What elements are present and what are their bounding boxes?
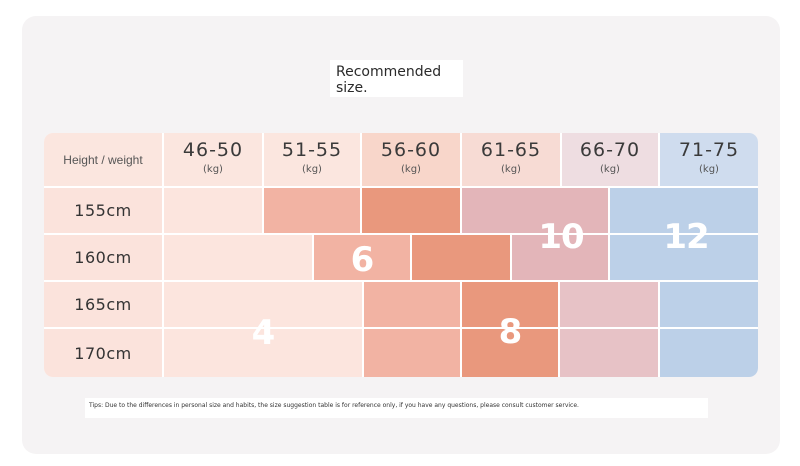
table-cell bbox=[364, 329, 460, 377]
table-cell bbox=[314, 235, 410, 280]
table-cell bbox=[462, 282, 558, 327]
table-cell bbox=[362, 188, 460, 233]
tips-text: Tips: Due to the differences in personal… bbox=[89, 402, 579, 409]
row-label-160cm: 160cm bbox=[44, 235, 162, 280]
header-weight-46-50: 46-50 (kg) bbox=[164, 133, 262, 186]
size-label-8: 8 bbox=[498, 312, 523, 352]
table-cell bbox=[610, 188, 758, 233]
weight-unit: (kg) bbox=[302, 164, 322, 175]
header-weight-61-65: 61-65 (kg) bbox=[462, 133, 560, 186]
header-weight-51-55: 51-55 (kg) bbox=[264, 133, 360, 186]
weight-range: 56-60 bbox=[380, 139, 442, 161]
table-cell bbox=[364, 282, 460, 327]
header-weight-56-60: 56-60 (kg) bbox=[362, 133, 460, 186]
weight-range: 46-50 bbox=[182, 139, 244, 161]
weight-unit: (kg) bbox=[501, 164, 521, 175]
table-cell bbox=[264, 188, 360, 233]
table-cell bbox=[164, 282, 362, 327]
header-weight-71-75: 71-75 (kg) bbox=[660, 133, 758, 186]
table-cell bbox=[164, 188, 262, 233]
table-cell bbox=[412, 235, 510, 280]
row-label-170cm: 170cm bbox=[44, 329, 162, 377]
table-cell bbox=[560, 282, 658, 327]
table-cell bbox=[462, 188, 608, 233]
size-table: Height / weight 46-50 (kg) 51-55 (kg) 56… bbox=[44, 133, 758, 377]
weight-unit: (kg) bbox=[203, 164, 223, 175]
weight-unit: (kg) bbox=[600, 164, 620, 175]
table-cell bbox=[512, 235, 608, 280]
size-label-10: 10 bbox=[538, 217, 584, 257]
weight-range: 71-75 bbox=[678, 139, 740, 161]
row-label-165cm: 165cm bbox=[44, 282, 162, 327]
table-cell bbox=[660, 329, 758, 377]
table-cell bbox=[164, 329, 362, 377]
chart-title: Recommended size. bbox=[336, 64, 442, 96]
table-cell bbox=[560, 329, 658, 377]
row-label-155cm: 155cm bbox=[44, 188, 162, 233]
weight-range: 66-70 bbox=[579, 139, 641, 161]
weight-unit: (kg) bbox=[699, 164, 719, 175]
header-weight-66-70: 66-70 (kg) bbox=[562, 133, 658, 186]
tips-box bbox=[85, 398, 708, 418]
weight-unit: (kg) bbox=[401, 164, 421, 175]
weight-range: 61-65 bbox=[480, 139, 542, 161]
size-label-12: 12 bbox=[663, 217, 709, 257]
size-label-6: 6 bbox=[350, 240, 375, 280]
title-box bbox=[330, 60, 463, 97]
weight-range: 51-55 bbox=[281, 139, 343, 161]
table-cell bbox=[610, 235, 758, 280]
table-cell bbox=[164, 235, 312, 280]
table-cell bbox=[462, 329, 558, 377]
header-height-weight: Height / weight bbox=[44, 133, 162, 186]
size-label-4: 4 bbox=[251, 313, 276, 353]
table-cell bbox=[660, 282, 758, 327]
